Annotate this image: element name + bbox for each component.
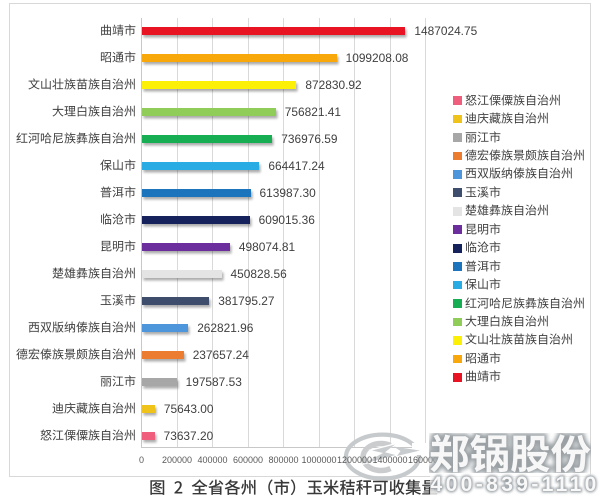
svg-text:400-839-1110: 400-839-1110 [430, 472, 599, 495]
svg-text:400-839-1110: 400-839-1110 [430, 472, 599, 495]
